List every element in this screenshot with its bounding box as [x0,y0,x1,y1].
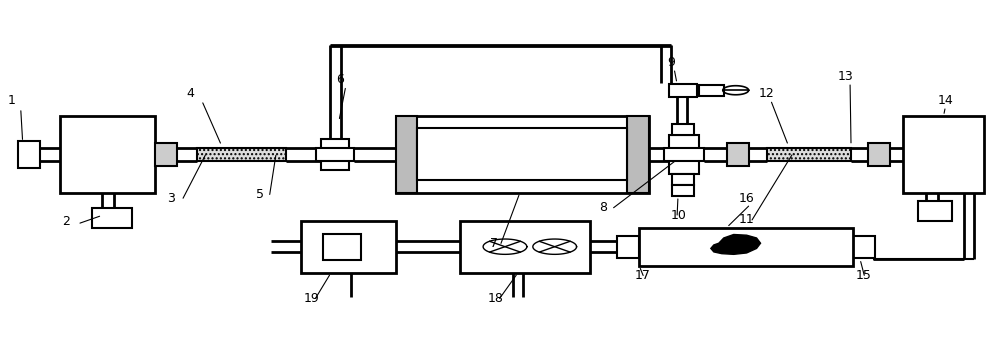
Text: 5: 5 [256,188,264,201]
Bar [18,142,40,167]
Text: 15: 15 [856,269,872,282]
Bar [396,116,417,193]
Bar [699,85,724,96]
Bar [396,116,649,193]
Bar [92,209,132,228]
Text: 13: 13 [838,70,854,83]
Text: 18: 18 [488,292,504,305]
Bar [60,116,155,193]
Bar [197,148,286,161]
Bar [672,124,694,135]
Text: 16: 16 [739,192,754,205]
Bar [664,148,704,161]
Bar [672,185,694,196]
Bar [316,148,354,161]
Bar [323,234,361,260]
Text: 9: 9 [667,56,675,69]
Bar [918,201,952,221]
Polygon shape [711,234,761,255]
Bar [903,116,984,193]
Bar [321,139,349,170]
Bar [868,143,890,166]
Bar [727,143,749,166]
Bar [627,116,649,193]
Bar [460,221,590,273]
Bar [155,143,177,166]
Bar [301,221,396,273]
Text: 12: 12 [759,87,774,100]
Text: 14: 14 [938,94,953,107]
Bar [669,135,699,173]
Text: 3: 3 [167,192,175,205]
Text: 6: 6 [336,73,344,86]
Bar [767,148,851,161]
Text: 19: 19 [304,292,320,305]
Bar [639,228,853,266]
Bar [417,128,627,181]
Text: 11: 11 [739,213,754,227]
Bar [672,173,694,185]
Bar [853,235,875,258]
Text: 7: 7 [490,237,498,250]
Text: 4: 4 [187,87,195,100]
Bar [669,84,697,97]
Text: 8: 8 [599,201,607,213]
Text: 1: 1 [8,94,16,107]
Text: 2: 2 [62,215,70,228]
Bar [617,235,639,258]
Text: 10: 10 [671,209,687,222]
Text: 17: 17 [634,269,650,282]
